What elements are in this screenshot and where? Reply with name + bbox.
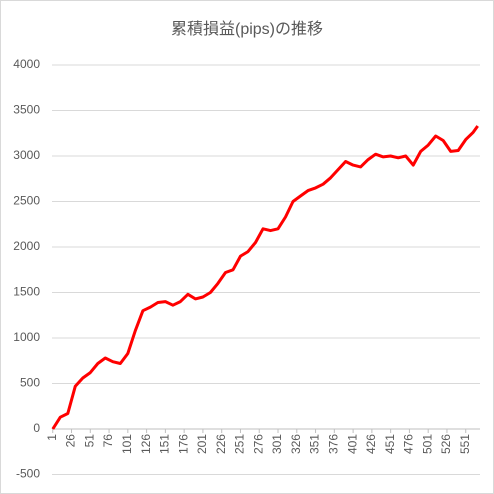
- x-tick-label: 526: [439, 434, 453, 454]
- x-tick-label: 1: [45, 434, 59, 441]
- x-tick-label: 226: [214, 434, 228, 454]
- x-tick-label: 276: [251, 434, 265, 454]
- x-tick-label: 301: [270, 434, 284, 454]
- y-tick-label: 3500: [13, 103, 40, 117]
- x-tick-label: 476: [402, 434, 416, 454]
- x-tick-label: 451: [383, 434, 397, 454]
- x-tick-label: 351: [308, 434, 322, 454]
- y-tick-label: 2000: [13, 239, 40, 253]
- y-tick-label: 500: [20, 376, 40, 390]
- x-tick-label: 376: [327, 434, 341, 454]
- x-tick-label: 551: [458, 434, 472, 454]
- y-tick-label: 1500: [13, 285, 40, 299]
- data-line: [51, 125, 479, 430]
- x-tick-label: 76: [101, 434, 115, 448]
- x-tick-label: 251: [233, 434, 247, 454]
- x-tick-label: 26: [64, 434, 78, 448]
- chart-title: 累積損益(pips)の推移: [171, 20, 323, 38]
- x-tick-label: 101: [120, 434, 134, 454]
- x-tick-label: 151: [158, 434, 172, 454]
- x-tick-label: 51: [82, 434, 96, 448]
- x-tick-label: 426: [364, 434, 378, 454]
- y-tick-label: 4000: [13, 57, 40, 71]
- x-tick-label: 401: [345, 434, 359, 454]
- y-tick-label: 2500: [13, 194, 40, 208]
- x-tick-label: 176: [176, 434, 190, 454]
- y-tick-label: -500: [16, 467, 40, 481]
- y-tick-label: 0: [33, 421, 40, 435]
- x-tick-label: 126: [139, 434, 153, 454]
- y-tick-label: 3000: [13, 148, 40, 162]
- y-tick-label: 1000: [13, 330, 40, 344]
- x-tick-label: 326: [289, 434, 303, 454]
- x-tick-label: 501: [420, 434, 434, 454]
- x-tick-label: 201: [195, 434, 209, 454]
